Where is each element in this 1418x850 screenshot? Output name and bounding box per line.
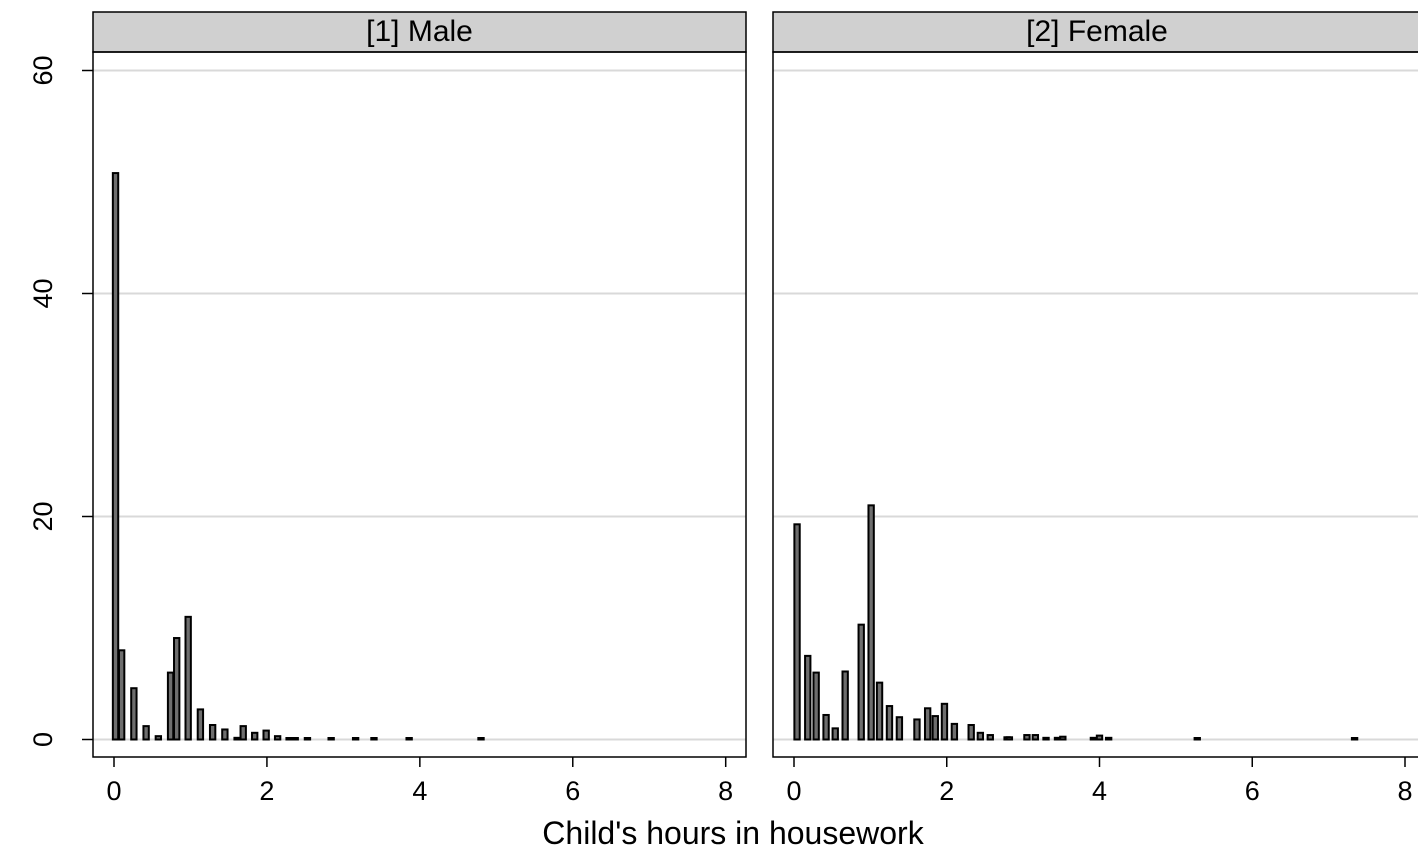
x-tick-label: 4	[412, 776, 427, 806]
x-tick-label: 2	[259, 776, 274, 806]
x-tick-label: 6	[565, 776, 580, 806]
y-tick-label: 0	[28, 732, 58, 747]
x-tick-label: 8	[1397, 776, 1412, 806]
histogram-bar	[273, 735, 282, 741]
histogram-bar	[822, 713, 830, 741]
x-tick-label: 8	[718, 776, 733, 806]
histogram-bar	[923, 707, 932, 741]
histogram-bar	[976, 731, 985, 741]
panel-female-bars	[793, 504, 1359, 741]
histogram-bar	[173, 637, 181, 741]
y-axis: 0 20 40 60	[28, 55, 93, 747]
histogram-bar	[239, 725, 247, 741]
histogram-bar	[875, 681, 884, 741]
histogram-bar	[1059, 735, 1067, 741]
panel-male-x-axis: 0 2 4 6 8	[106, 757, 733, 806]
histogram-bar	[221, 728, 229, 741]
histogram-bar	[967, 724, 975, 741]
histogram-bar	[477, 737, 485, 741]
histogram-bar	[285, 737, 293, 741]
histogram-bar	[154, 735, 163, 741]
histogram-bar	[793, 523, 801, 741]
x-tick-label: 2	[939, 776, 954, 806]
histogram-bar	[327, 737, 335, 741]
histogram-bar	[262, 729, 270, 741]
panel-female-title: [2] Female	[1026, 15, 1168, 48]
histogram-bar	[251, 731, 259, 741]
histogram-bar	[950, 722, 959, 741]
histogram-bar	[831, 727, 839, 741]
histogram-bar	[812, 671, 820, 741]
histogram-bar	[986, 734, 994, 741]
histogram-bar	[895, 716, 904, 741]
histogram-bar	[166, 671, 175, 741]
histogram-bar	[1350, 737, 1359, 741]
x-tick-label: 4	[1092, 776, 1107, 806]
histogram-bar	[142, 725, 150, 741]
panel-female-header	[772, 11, 1418, 53]
histogram-bar	[303, 737, 312, 741]
histogram-bar	[351, 737, 360, 741]
histogram-bar	[1095, 734, 1104, 741]
histogram-bar	[841, 670, 849, 741]
histogram-bar	[857, 623, 865, 741]
histogram-bar	[130, 687, 138, 741]
x-tick-label: 0	[786, 776, 801, 806]
histogram-bar	[885, 705, 894, 741]
x-axis-title: Child's hours in housework	[542, 815, 924, 850]
histogram-bar	[931, 715, 939, 741]
panel-male-title: [1] Male	[366, 15, 473, 48]
histogram-bar	[1193, 737, 1201, 741]
x-tick-label: 6	[1245, 776, 1260, 806]
y-tick-label: 20	[28, 501, 58, 531]
histogram-bar	[913, 718, 921, 741]
histogram-bar	[1089, 736, 1098, 741]
histogram-bar	[117, 649, 126, 741]
panel-female: [2] Female 0 2 4 6 8	[772, 11, 1418, 806]
histogram-bar	[867, 504, 875, 741]
histogram-bar	[1005, 736, 1014, 741]
histogram-bar	[1031, 734, 1040, 741]
panel-male-bars	[111, 172, 485, 741]
panel-female-x-axis: 0 2 4 6 8	[786, 757, 1413, 806]
histogram-bar	[1042, 736, 1050, 741]
histogram-bar	[233, 736, 241, 741]
histogram-bar	[804, 654, 812, 741]
panel-male: [1] Male 0 2 4 6 8	[92, 11, 747, 806]
histogram-bar	[1023, 734, 1031, 741]
histogram-bar	[291, 737, 299, 741]
histogram-bar	[370, 737, 378, 741]
panel-male-header	[92, 11, 747, 53]
y-tick-label: 40	[28, 278, 58, 308]
histogram-bar	[196, 708, 205, 741]
histogram-bar	[940, 702, 949, 741]
histogram-bar	[1104, 736, 1113, 741]
y-tick-label: 60	[28, 55, 58, 85]
histogram-bar	[111, 172, 120, 741]
histogram-bar	[184, 615, 192, 741]
histogram-bar	[405, 737, 413, 741]
panel-female-frame	[772, 51, 1418, 758]
x-tick-label: 0	[106, 776, 121, 806]
histogram-bar	[208, 724, 217, 741]
